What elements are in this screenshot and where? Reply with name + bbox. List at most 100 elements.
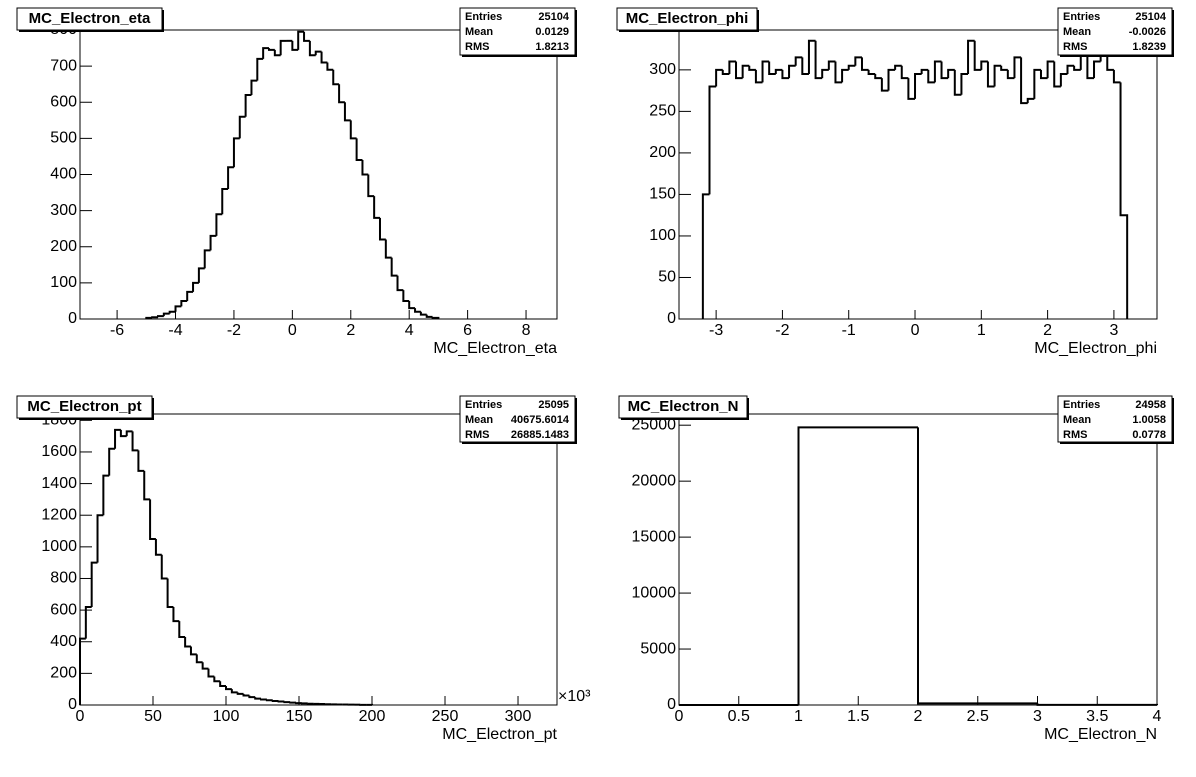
stats-label: RMS [1063, 429, 1087, 441]
x-tick-label: 0 [76, 708, 85, 725]
x-tick-label: 2.5 [967, 708, 989, 725]
x-tick-label: -4 [168, 322, 182, 339]
histogram-bin [152, 317, 158, 318]
x-axis-label: MC_Electron_eta [433, 340, 557, 357]
x-tick-label: 0 [288, 322, 297, 339]
y-tick-label: 400 [50, 166, 77, 183]
histogram-bin [173, 607, 179, 621]
stats-value: 0.0129 [535, 26, 569, 38]
histogram-bin [380, 218, 386, 240]
plot-frame [80, 414, 557, 705]
histogram-bin [222, 189, 228, 214]
histogram-bin [138, 450, 144, 471]
histogram-bin [267, 699, 273, 700]
histogram-bin [345, 102, 351, 120]
stats-value: 25095 [538, 399, 569, 411]
stats-value: 26885.1483 [511, 429, 569, 441]
y-tick-label: 200 [649, 144, 676, 161]
histogram-bin [179, 621, 185, 637]
histogram-bin [246, 95, 252, 117]
histogram-bin [1021, 57, 1028, 103]
x-axis-exponent: ×10³ [558, 688, 591, 705]
y-tick-label: 15000 [632, 528, 677, 545]
y-tick-label: 5000 [640, 640, 676, 657]
y-tick-label: 600 [50, 601, 77, 618]
chart-title: MC_Electron_pt [27, 398, 141, 415]
x-tick-label: 2 [1043, 322, 1052, 339]
histogram-bin [205, 250, 211, 268]
histogram-bin [433, 317, 439, 319]
x-tick-label: -1 [842, 322, 856, 339]
y-tick-label: 1000 [41, 538, 77, 555]
histogram-bin [703, 194, 710, 319]
histogram-bin [862, 57, 869, 69]
stats-value: 24958 [1135, 399, 1166, 411]
y-tick-label: 100 [50, 274, 77, 291]
x-tick-label: 2 [346, 322, 355, 339]
x-tick-label: 4 [405, 322, 414, 339]
histogram-bin [374, 196, 380, 218]
histogram-bin [1061, 74, 1068, 86]
y-tick-label: 700 [50, 57, 77, 74]
histogram-bin [203, 662, 209, 668]
x-tick-label: 1 [794, 708, 803, 725]
histogram-bin [427, 315, 433, 317]
y-tick-label: 300 [50, 202, 77, 219]
y-tick-label: 20000 [632, 472, 677, 489]
histogram-bin [232, 689, 238, 692]
histogram-bin [109, 449, 115, 476]
histogram-bin [362, 160, 368, 174]
x-tick-label: -2 [775, 322, 789, 339]
stats-label: Mean [1063, 414, 1091, 426]
histogram-bin [199, 268, 205, 282]
histogram-bin [238, 692, 244, 694]
x-tick-label: 200 [359, 708, 386, 725]
stats-value: 1.0058 [1132, 414, 1166, 426]
histogram-bin [191, 646, 197, 654]
y-tick-label: 200 [50, 665, 77, 682]
histogram-bin [261, 699, 267, 700]
histogram-bin [1121, 82, 1128, 319]
y-tick-label: 10000 [632, 584, 677, 601]
histogram-bin [103, 476, 109, 516]
stats-value: 40675.6014 [511, 414, 570, 426]
histogram-bin [226, 686, 232, 689]
stats-value: -0.0026 [1129, 26, 1166, 38]
x-tick-label: 3 [1109, 322, 1118, 339]
y-tick-label: 1200 [41, 506, 77, 523]
x-axis-label: MC_Electron_pt [442, 726, 557, 743]
histogram-bin [368, 175, 374, 197]
histogram-bin [185, 637, 191, 646]
histogram-bin [918, 427, 1038, 703]
histogram-bin [197, 654, 203, 662]
y-tick-label: 50 [658, 269, 676, 286]
histogram-bin [415, 308, 421, 312]
histogram-bin [1114, 70, 1121, 82]
x-tick-label: 150 [286, 708, 313, 725]
x-tick-label: 3 [1033, 708, 1042, 725]
histogram-bin [240, 117, 246, 139]
histogram-bin [961, 74, 968, 95]
histogram-bin [176, 306, 182, 311]
x-tick-label: 50 [144, 708, 162, 725]
plot-frame [80, 30, 557, 319]
histogram-bin [208, 669, 214, 677]
y-tick-label: 100 [649, 227, 676, 244]
stats-label: Entries [1063, 399, 1100, 411]
y-tick-label: 0 [667, 310, 676, 327]
histogram-bin [98, 515, 104, 562]
histogram-bin [915, 74, 922, 99]
x-tick-label: 0 [911, 322, 920, 339]
histogram-bin [228, 167, 234, 189]
histogram-bin [842, 70, 849, 82]
histogram-bin [273, 700, 279, 701]
y-tick-label: 0 [68, 310, 77, 327]
stats-value: 1.8239 [1132, 41, 1166, 53]
x-tick-label: 0 [675, 708, 684, 725]
histogram-bin [168, 578, 174, 606]
stats-label: Entries [465, 11, 502, 23]
stats-label: Mean [465, 26, 493, 38]
y-tick-label: 150 [649, 186, 676, 203]
